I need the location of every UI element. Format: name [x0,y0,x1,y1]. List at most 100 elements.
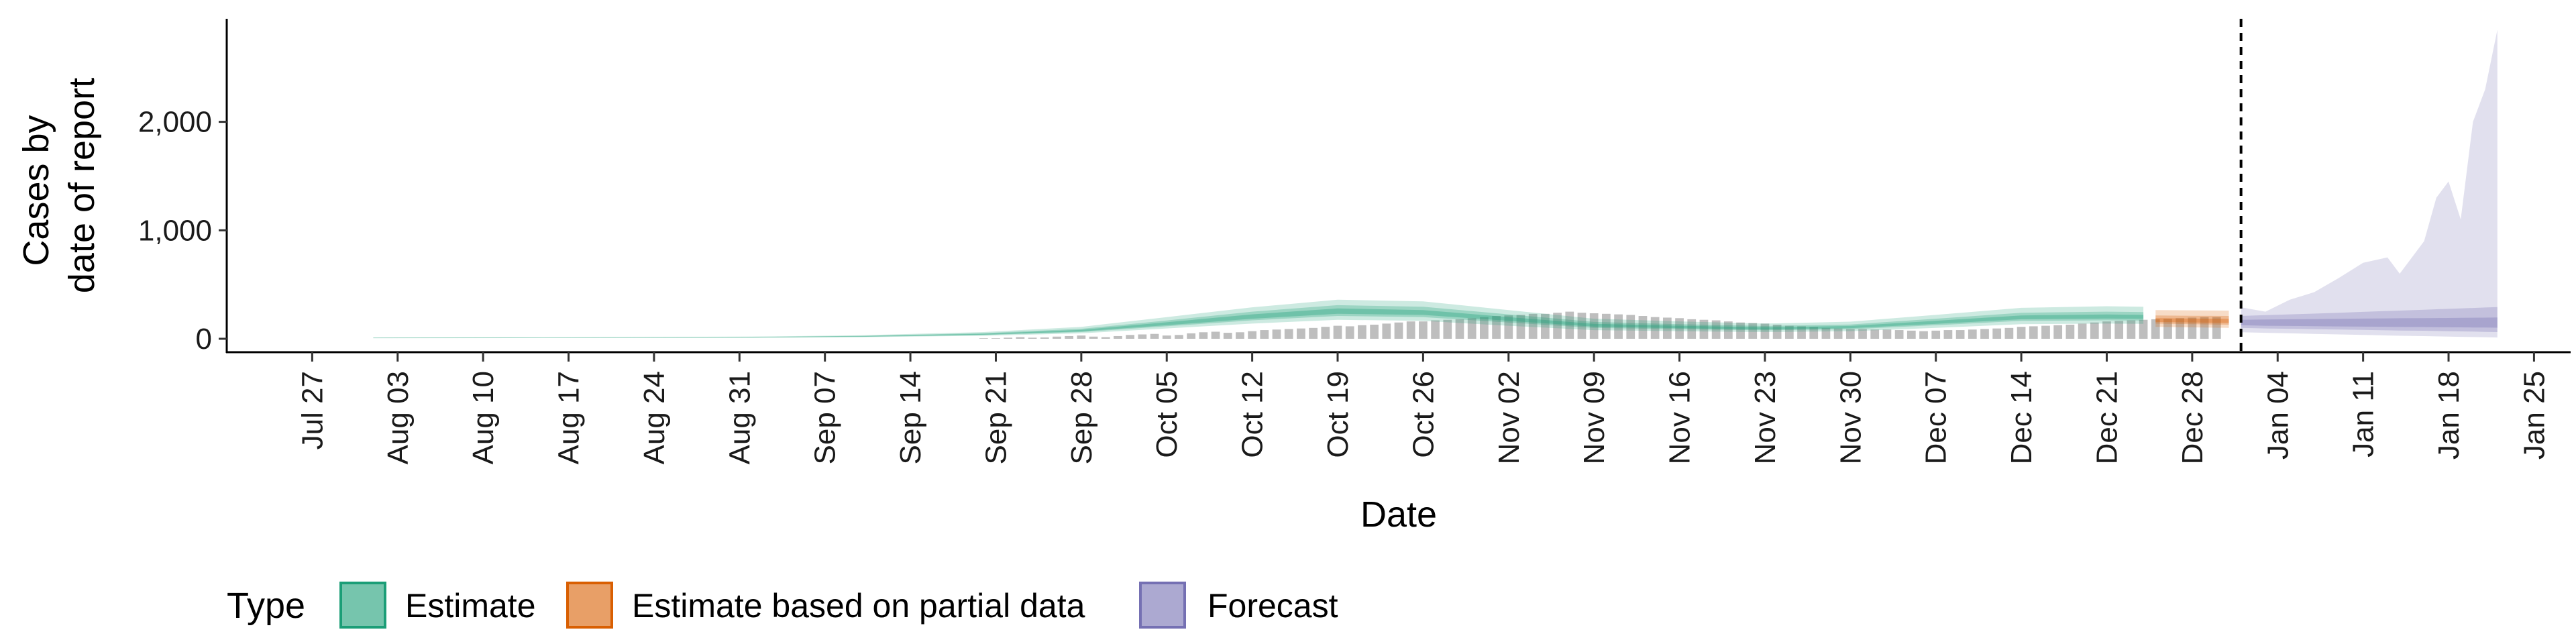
observed-bar [1992,328,2002,339]
observed-bar [1821,327,1831,339]
legend-label-estimate: Estimate [405,587,536,625]
observed-bar [1150,333,1159,339]
observed-bar [1736,322,1745,339]
observed-bar [1833,328,1843,339]
observed-bar [1345,326,1354,339]
x-tick-label: Oct 05 [1150,371,1183,458]
observed-bar [1053,336,1061,339]
x-tick-label: Oct 12 [1236,371,1269,458]
observed-bar [1845,329,1855,339]
observed-bar [1797,326,1806,339]
band-estimate-hi90 [373,299,2144,339]
legend-key-estimate [339,582,386,629]
x-tick-label: Dec 21 [2090,371,2123,464]
y-axis-title-line-1: Cases by [16,115,56,266]
y-ticks: 0 1,000 2,000 [138,106,227,356]
band-estimate-based-on-partial-data-hi90 [2155,310,2229,328]
observed-bar [1406,321,1415,339]
observed-bar [1101,337,1110,339]
x-tick-label: Oct 26 [1407,371,1440,458]
observed-bar [1358,325,1366,339]
observed-bar [1662,317,1672,339]
band-forecast-hi20 [2241,317,2498,328]
observed-bar [1772,324,1782,339]
observed-bar [1443,319,1452,339]
observed-bar [1175,335,1183,339]
axes [225,19,2571,354]
observed-bar [2065,324,2075,339]
observed-bar [1187,333,1196,339]
observed-bar [2041,325,2050,339]
y-axis-title: Cases by date of report [16,78,102,293]
observed-bar [1455,319,1464,339]
observed-bar [1626,315,1635,339]
legend-label-partial: Estimate based on partial data [632,587,1085,625]
observed-bar [1016,337,1025,339]
legend-key-forecast [1139,582,1186,629]
observed-bar [1236,332,1244,339]
observed-bar [1541,313,1550,339]
observed-bar [2212,317,2221,339]
observed-bar [2163,319,2172,339]
observed-bar [2102,321,2111,339]
observed-bar [1297,328,1305,339]
observed-bar [1748,323,1758,339]
observed-bar [1565,311,1574,339]
observed-bar [1931,330,1941,339]
observed-bar [1272,329,1281,339]
x-tick-label: Nov 02 [1493,371,1525,464]
band-estimate-based-on-partial-data-hi20 [2155,318,2229,323]
x-tick-label: Aug 10 [467,371,500,464]
observed-bar [1516,315,1525,339]
observed-bar [1040,337,1049,339]
observed-bar [1528,313,1538,339]
observed-bar [1394,322,1403,339]
x-tick-label: Aug 03 [382,371,415,464]
x-tick-label: Nov 30 [1834,371,1867,464]
observed-bar [1870,329,1880,339]
observed-bar [1223,333,1232,339]
band-forecast-hi50 [2241,307,2498,332]
observed-bar [1601,313,1611,339]
observed-bar [1553,313,1562,339]
observed-bar [1699,319,1709,339]
x-tick-label: Sep 07 [809,371,842,464]
y-axis-title-line-2: date of report [62,78,102,293]
observed-bar [1260,330,1269,339]
legend-label-forecast: Forecast [1208,587,1338,625]
observed-bar [1638,316,1648,339]
x-tick-label: Sep 28 [1065,371,1098,464]
observed-bar [1968,329,1977,339]
observed-bar [1211,331,1220,339]
observed-bar [1784,325,1794,339]
x-tick-label: Sep 21 [979,371,1012,464]
observed-bar [1650,317,1660,339]
observed-bar [2114,321,2124,339]
observed-bar [1675,318,1684,339]
legend: Type Estimate Estimate based on partial … [227,582,1338,629]
observed-bar [1809,327,1819,339]
observed-bar [1907,330,1916,339]
observed-bar [1248,331,1256,339]
observed-bar [1370,324,1379,339]
observed-bar [1028,337,1037,339]
observed-bar [2078,323,2087,339]
observed-bar [2029,326,2038,339]
observed-bar [2053,325,2063,339]
observed-bar [1504,315,1513,339]
x-tick-label: Aug 24 [638,371,671,464]
observed-bar [1467,318,1477,339]
y-tick-label: 1,000 [138,214,212,247]
x-tick-label: Dec 14 [2005,371,2038,464]
observed-bar [1894,330,1904,339]
observed-bar [2188,317,2197,339]
x-tick-label: Aug 17 [553,371,586,464]
band-estimate-hi20 [373,308,2144,338]
observed-bar [1199,332,1208,339]
observed-bar [1284,329,1293,339]
observed-bar [1577,313,1587,339]
observed-bar [1492,316,1501,339]
x-tick-label: Dec 07 [1920,371,1953,464]
observed-bar [1065,335,1074,339]
